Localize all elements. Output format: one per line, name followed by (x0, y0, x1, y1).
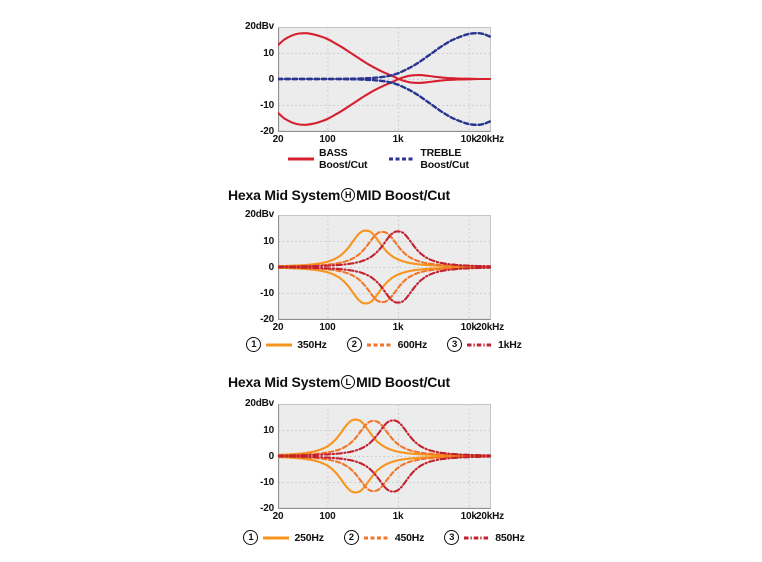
y-tick-label: 0 (268, 73, 275, 85)
legend-label: TREBLE Boost/Cut (420, 147, 469, 171)
legend-item: 2 450Hz (343, 530, 425, 545)
x-tick-label: 20 (272, 511, 284, 522)
circled-letter: H (341, 188, 356, 202)
x-tick-label: 20kHz (476, 134, 504, 145)
series-treble-boost-cut-cut (278, 77, 491, 127)
y-tick-label: 0 (268, 450, 275, 462)
x-tick-label: 100 (319, 511, 336, 522)
y-axis-unit-label: 20dBv (244, 209, 274, 220)
legend-circled-number: 3 (447, 337, 462, 352)
legend-label: 450Hz (394, 531, 425, 544)
chart-legend: 1 250Hz 2 450Hz 3 850Hz (243, 530, 525, 545)
legend-item: 1 250Hz (243, 530, 324, 545)
legend-line-sample (266, 343, 293, 346)
x-tick-label: 10k (460, 511, 477, 522)
series-bass-boost-cut-cut (278, 74, 491, 126)
legend-item: 3 1kHz (447, 337, 522, 352)
legend-line-sample (467, 343, 493, 346)
legend-item: TREBLE Boost/Cut (389, 147, 480, 171)
series-bass-boost-cut-boost (278, 32, 491, 84)
legend-circled-number: 3 (444, 530, 460, 545)
legend-item: 1 350Hz (246, 337, 327, 352)
x-tick-label: 20 (272, 134, 284, 145)
x-tick-label: 1k (392, 322, 404, 333)
y-axis-unit-label: 20dBv (244, 21, 274, 32)
legend-label: 250Hz (294, 531, 324, 544)
legend-item: BASS Boost/Cut (288, 147, 369, 171)
legend-circled-number: 2 (346, 337, 362, 352)
legend-line-sample (363, 536, 390, 539)
y-tick-label: -10 (260, 476, 274, 488)
chart-legend: 1 350Hz 2 600Hz 3 1kHz (246, 337, 522, 352)
legend-label: 850Hz (495, 531, 525, 544)
series-1khz-boost (278, 230, 491, 268)
hexa-mid-system-l-plot (278, 404, 491, 509)
legend-label: 600Hz (397, 338, 428, 351)
chart-title: Hexa Mid System L MID Boost/Cut (228, 374, 450, 390)
circled-letter: L (341, 375, 356, 389)
legend-circled-number: 1 (243, 530, 259, 545)
legend-line-sample (288, 157, 314, 161)
legend-label: BASS Boost/Cut (319, 147, 368, 171)
x-tick-label: 1k (392, 511, 404, 522)
y-tick-label: 10 (263, 424, 274, 436)
x-tick-label: 10k (460, 134, 477, 145)
grid-lines (278, 27, 491, 132)
y-tick-label: 10 (263, 235, 274, 247)
chart-legend: BASS Boost/Cut TREBLE Boost/Cut (278, 147, 490, 171)
y-tick-label: -10 (260, 287, 274, 299)
x-tick-label: 20kHz (476, 511, 504, 522)
legend-circled-number: 2 (343, 530, 359, 545)
chart-title: Hexa Mid System H MID Boost/Cut (228, 187, 450, 203)
series-850hz-boost (278, 419, 491, 457)
x-tick-label: 10k (460, 322, 477, 333)
legend-line-sample (263, 536, 290, 539)
hexa-mid-system-h-plot (278, 215, 491, 320)
y-tick-label: 0 (268, 261, 275, 273)
y-tick-label: 10 (263, 47, 274, 59)
series-850hz-cut (278, 455, 491, 493)
x-tick-label: 20 (272, 322, 284, 333)
x-tick-label: 100 (319, 134, 336, 145)
legend-line-sample (464, 536, 491, 539)
bass-treble-boost-cut-plot (278, 27, 491, 132)
chart-title-suffix: MID Boost/Cut (356, 374, 450, 390)
chart-title-prefix: Hexa Mid System (228, 187, 341, 203)
series-1khz-cut (278, 266, 491, 304)
y-tick-label: -20 (260, 125, 274, 137)
legend-label: 350Hz (297, 338, 327, 351)
legend-label: 1kHz (498, 338, 522, 351)
chart-title-suffix: MID Boost/Cut (356, 187, 450, 203)
x-tick-label: 20kHz (476, 322, 504, 333)
y-axis-unit-label: 20dBv (244, 398, 274, 409)
grid-lines (278, 404, 491, 509)
legend-line-sample (366, 343, 393, 346)
legend-circled-number: 1 (246, 337, 262, 352)
legend-line-sample (389, 157, 416, 161)
y-tick-label: -10 (260, 99, 274, 111)
y-tick-label: -20 (260, 313, 274, 325)
legend-item: 3 850Hz (444, 530, 525, 545)
chart-title-prefix: Hexa Mid System (228, 374, 341, 390)
y-tick-label: -20 (260, 502, 274, 514)
x-tick-label: 100 (319, 322, 336, 333)
x-tick-label: 1k (392, 134, 404, 145)
legend-item: 2 600Hz (346, 337, 428, 352)
